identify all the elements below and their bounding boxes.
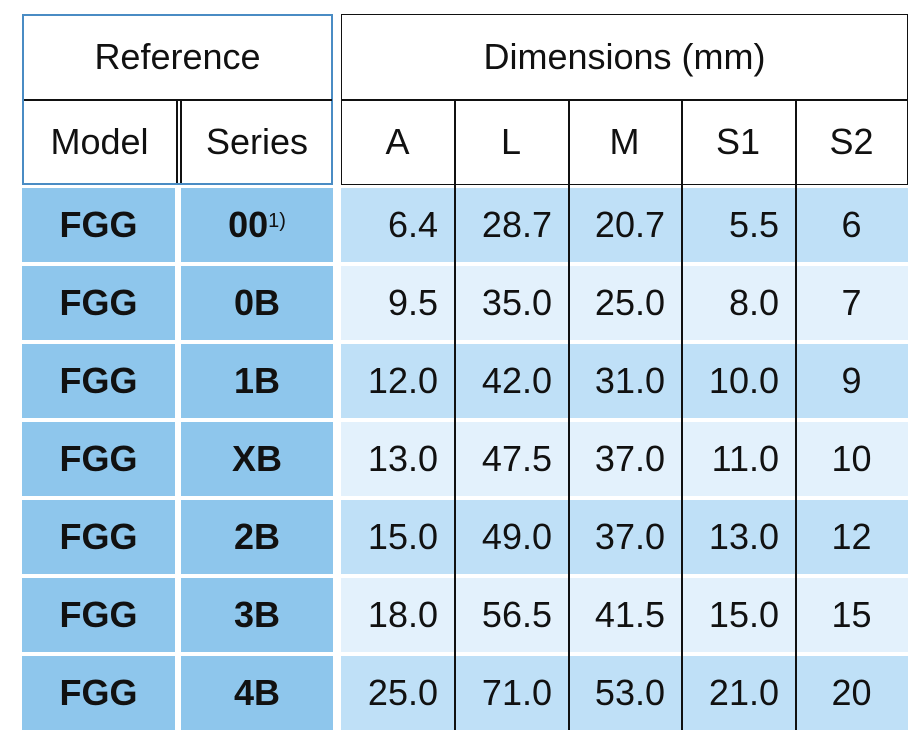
series: XB bbox=[231, 438, 282, 479]
value-cell: 53.0 bbox=[568, 656, 681, 730]
series: 4B bbox=[233, 672, 281, 713]
series: 0B bbox=[233, 282, 281, 323]
series-cell: 00 1) bbox=[181, 188, 333, 262]
series: 1B bbox=[233, 360, 281, 401]
value-cell: 13.0 bbox=[681, 500, 795, 574]
divider bbox=[24, 99, 332, 101]
model-cell: FGG bbox=[22, 656, 175, 730]
value-cell: 37.0 bbox=[568, 500, 681, 574]
footnote-mark: 1) bbox=[268, 209, 286, 232]
value-cell: 15 bbox=[795, 578, 908, 652]
series: 2B bbox=[233, 516, 281, 557]
reference-header: Reference bbox=[94, 36, 261, 77]
value-cell: 41.5 bbox=[568, 578, 681, 652]
column-line bbox=[795, 100, 797, 730]
series-header: Series bbox=[205, 121, 309, 162]
series: 00 bbox=[228, 204, 269, 245]
model-cell: FGG bbox=[22, 422, 175, 496]
reference-block bbox=[22, 14, 333, 185]
value-cell: 15.0 bbox=[681, 578, 795, 652]
value-cell: 10.0 bbox=[681, 344, 795, 418]
column-header: M bbox=[609, 121, 640, 162]
value-cell: 20.7 bbox=[568, 188, 681, 262]
series-cell: XB bbox=[181, 422, 333, 496]
column-line bbox=[681, 100, 683, 730]
value-cell: 13.0 bbox=[341, 422, 454, 496]
value-cell: 5.5 bbox=[681, 188, 795, 262]
series-cell: 4B bbox=[181, 656, 333, 730]
value-cell: 25.0 bbox=[568, 266, 681, 340]
value-cell: 8.0 bbox=[681, 266, 795, 340]
value-cell: 21.0 bbox=[681, 656, 795, 730]
value-cell: 31.0 bbox=[568, 344, 681, 418]
value-cell: 25.0 bbox=[341, 656, 454, 730]
divider bbox=[176, 100, 178, 183]
value-cell: 71.0 bbox=[454, 656, 568, 730]
value-cell: 10 bbox=[795, 422, 908, 496]
value-cell: 49.0 bbox=[454, 500, 568, 574]
value-cell: 56.5 bbox=[454, 578, 568, 652]
value-cell: 37.0 bbox=[568, 422, 681, 496]
model-header: Model bbox=[50, 121, 149, 162]
value-cell: 7 bbox=[795, 266, 908, 340]
value-cell: 47.5 bbox=[454, 422, 568, 496]
value-cell: 9.5 bbox=[341, 266, 454, 340]
value-cell: 20 bbox=[795, 656, 908, 730]
value-cell: 6.4 bbox=[341, 188, 454, 262]
value-cell: 12.0 bbox=[341, 344, 454, 418]
model-cell: FGG bbox=[22, 344, 175, 418]
value-cell: 35.0 bbox=[454, 266, 568, 340]
value-cell: 18.0 bbox=[341, 578, 454, 652]
series-cell: 1B bbox=[181, 344, 333, 418]
value-cell: 11.0 bbox=[681, 422, 795, 496]
series: 3B bbox=[233, 594, 281, 635]
model-cell: FGG bbox=[22, 578, 175, 652]
column-header: S1 bbox=[715, 121, 761, 162]
series-cell: 0B bbox=[181, 266, 333, 340]
column-header: L bbox=[500, 121, 522, 162]
column-line bbox=[454, 100, 456, 730]
model-cell: FGG bbox=[22, 188, 175, 262]
divider bbox=[341, 99, 908, 101]
series-cell: 2B bbox=[181, 500, 333, 574]
model-cell: FGG bbox=[22, 500, 175, 574]
column-line bbox=[568, 100, 570, 730]
series-cell: 3B bbox=[181, 578, 333, 652]
value-cell: 28.7 bbox=[454, 188, 568, 262]
value-cell: 42.0 bbox=[454, 344, 568, 418]
value-cell: 12 bbox=[795, 500, 908, 574]
model-cell: FGG bbox=[22, 266, 175, 340]
column-header: S2 bbox=[829, 121, 874, 162]
value-cell: 15.0 bbox=[341, 500, 454, 574]
dimensions-header: Dimensions (mm) bbox=[483, 36, 766, 77]
value-cell: 9 bbox=[795, 344, 908, 418]
value-cell: 6 bbox=[795, 188, 908, 262]
divider bbox=[180, 100, 182, 183]
column-header: A bbox=[385, 121, 410, 162]
